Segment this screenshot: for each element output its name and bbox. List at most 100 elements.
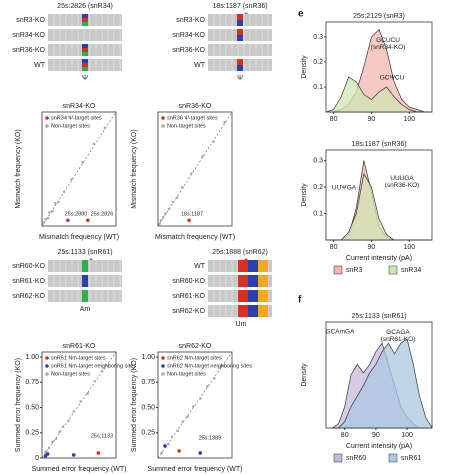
plot-frame bbox=[157, 351, 233, 459]
point bbox=[51, 440, 54, 444]
x-axis-label: Summed error frequency (WT) bbox=[32, 466, 127, 473]
point bbox=[176, 429, 180, 433]
point bbox=[167, 442, 170, 446]
legend-label: snR62 Nm-target neighboring sites bbox=[167, 363, 252, 369]
x-axis-label: Mismatch frequency (WT) bbox=[155, 234, 235, 241]
y-tick-label: 0.1 bbox=[313, 210, 323, 217]
plot-frame bbox=[157, 111, 233, 227]
point bbox=[198, 451, 203, 455]
base-call bbox=[82, 14, 88, 18]
diagonal bbox=[157, 111, 233, 227]
track-title: 25s:1133 (snR61) bbox=[57, 249, 112, 256]
point bbox=[44, 450, 47, 454]
base-call bbox=[237, 14, 243, 20]
point bbox=[171, 200, 175, 204]
y-tick-label: 0.3 bbox=[313, 34, 323, 41]
point bbox=[177, 449, 181, 453]
track-row-label: snR36-KO bbox=[12, 47, 45, 54]
y-tick-label: 0 bbox=[35, 455, 39, 462]
y-axis-label: Mismatch frequency (KO) bbox=[15, 129, 22, 208]
base-call bbox=[82, 59, 88, 63]
y-tick-label: 1.00 bbox=[25, 354, 39, 361]
x-tick-label: 100 bbox=[401, 432, 413, 439]
y-axis-label: Density bbox=[301, 183, 308, 207]
density-curve bbox=[326, 172, 432, 241]
track-row-label: snR61-KO bbox=[172, 293, 205, 300]
track-row-label: snR61-KO bbox=[12, 278, 45, 285]
track-row bbox=[208, 44, 272, 56]
base-call bbox=[82, 281, 88, 287]
point bbox=[181, 420, 184, 423]
base-call bbox=[258, 305, 268, 317]
base-call bbox=[82, 22, 88, 26]
track-mark: Am bbox=[80, 306, 91, 313]
base-call bbox=[82, 67, 88, 71]
track-row-label: snR36-KO bbox=[172, 47, 205, 54]
point bbox=[61, 425, 65, 429]
y-axis-label: Mismatch frequency (KO) bbox=[131, 129, 138, 208]
x-axis-label: Current intensity (pA) bbox=[346, 443, 412, 450]
plot-frame bbox=[41, 351, 117, 459]
legend-marker bbox=[45, 124, 49, 128]
density-curve bbox=[332, 338, 433, 429]
track-row-label: snR60-KO bbox=[12, 263, 45, 270]
legend-marker bbox=[161, 124, 165, 128]
point bbox=[56, 200, 60, 204]
point bbox=[190, 172, 193, 175]
point bbox=[220, 364, 223, 368]
point bbox=[198, 397, 202, 400]
track-mark: Ψ bbox=[82, 75, 88, 82]
x-tick-label: 90 bbox=[368, 244, 376, 251]
plot-frame bbox=[41, 111, 117, 227]
y-tick-label: 0.2 bbox=[313, 184, 323, 191]
x-tick-label: 90 bbox=[372, 432, 380, 439]
point bbox=[175, 196, 179, 199]
track-row-label: WT bbox=[194, 263, 206, 270]
density-curve bbox=[325, 76, 432, 113]
track-title: 18s:1187 (snR36) bbox=[212, 3, 267, 10]
x-axis-label: Current intensity (pA) bbox=[346, 255, 412, 262]
point bbox=[103, 126, 107, 130]
point bbox=[163, 444, 167, 448]
base-call bbox=[82, 266, 88, 272]
y-axis-label: Density bbox=[301, 55, 308, 79]
x-axis-label: Mismatch frequency (WT) bbox=[39, 234, 119, 241]
track-row-label: snR3-KO bbox=[16, 17, 45, 24]
legend-label: Non-target sites bbox=[167, 371, 206, 377]
base-call bbox=[237, 35, 243, 41]
base-call bbox=[82, 296, 88, 302]
x-tick-label: 80 bbox=[330, 244, 338, 251]
point bbox=[66, 218, 70, 223]
point bbox=[48, 211, 51, 214]
point bbox=[201, 155, 204, 158]
track-mark: Um bbox=[236, 321, 247, 328]
annotation: UUΨGA bbox=[332, 185, 357, 192]
annotation: GCAGA (snR61-KO) bbox=[381, 329, 416, 343]
track-row-label: WT bbox=[34, 62, 46, 69]
base-call bbox=[248, 275, 258, 287]
point bbox=[223, 120, 226, 124]
base-call bbox=[82, 48, 88, 52]
annotation: 18s:1187 bbox=[181, 211, 203, 217]
legend-label: Non-target sites bbox=[51, 371, 90, 377]
base-call bbox=[82, 44, 88, 48]
legend-marker bbox=[161, 372, 165, 376]
annotation: UUUGA (snR36-KO) bbox=[385, 175, 420, 189]
point bbox=[160, 451, 163, 455]
point bbox=[186, 415, 189, 418]
y-axis-label: Summed error frequency (KO) bbox=[131, 358, 138, 452]
point bbox=[58, 430, 61, 434]
point bbox=[164, 212, 167, 215]
point bbox=[47, 446, 51, 450]
point bbox=[167, 207, 171, 211]
y-tick-label: 0.50 bbox=[25, 404, 39, 411]
legend-swatch bbox=[333, 453, 343, 463]
point bbox=[213, 376, 216, 380]
point bbox=[92, 142, 96, 146]
y-tick-label: 0.3 bbox=[313, 157, 323, 164]
base-call bbox=[238, 290, 248, 302]
base-call bbox=[237, 59, 243, 65]
track-row-label: snR3-KO bbox=[176, 17, 205, 24]
legend-label: snR60 bbox=[346, 455, 366, 462]
annotation: 25s:1888 bbox=[199, 435, 222, 441]
